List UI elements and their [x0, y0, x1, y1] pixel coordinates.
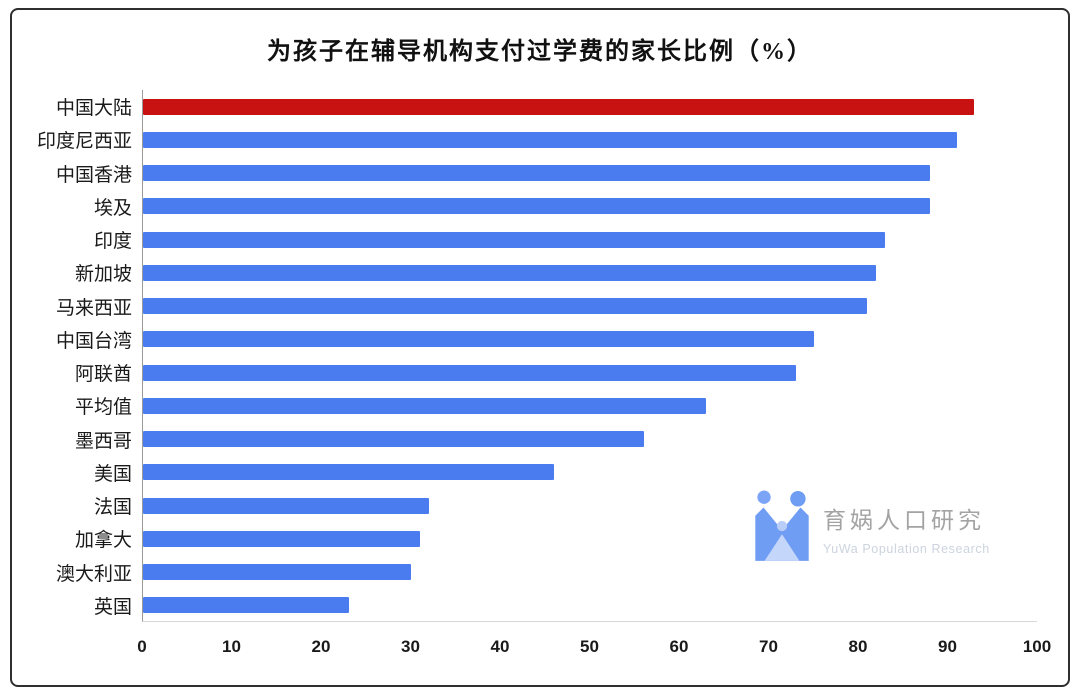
x-tick-label: 20 [311, 637, 331, 656]
category-label: 加拿大 [74, 530, 132, 552]
bar [143, 564, 412, 581]
bar-highlighted [143, 98, 975, 115]
plot-area: 中国大陆印度尼西亚中国香港埃及印度新加坡马来西亚中国台湾阿联酋平均值墨西哥美国法… [37, 90, 1037, 622]
bar-row: 印度尼西亚 [37, 123, 1037, 156]
yuwa-logo-icon [755, 490, 809, 561]
watermark: 育娲人口研究 YuWa Population Research [754, 489, 990, 565]
category-label: 印度 [93, 231, 132, 253]
bar-row: 美国 [94, 456, 1037, 489]
bar-row: 英国 [94, 589, 1037, 622]
x-tick-label: 50 [580, 637, 599, 656]
category-label: 美国 [93, 463, 132, 485]
bar [143, 497, 430, 514]
bar [143, 165, 930, 182]
bar-row: 加拿大 [75, 522, 1037, 555]
bar-row: 马来西亚 [56, 290, 1037, 323]
x-tick-label: 70 [759, 637, 778, 656]
bar-row: 印度 [94, 223, 1037, 256]
bar-row: 平均值 [75, 389, 1037, 422]
category-label: 平均值 [74, 397, 132, 419]
category-label: 中国大陆 [55, 98, 132, 120]
bar-row: 中国香港 [56, 157, 1037, 190]
category-label: 印度尼西亚 [36, 131, 132, 153]
x-tick-label: 90 [938, 637, 957, 656]
bar-row: 墨西哥 [75, 423, 1037, 456]
bar [143, 597, 349, 614]
category-label: 中国台湾 [55, 330, 132, 352]
category-label: 新加坡 [74, 264, 132, 286]
bar [143, 264, 877, 281]
chart-title: 为孩子在辅导机构支付过学费的家长比例（%） [267, 39, 813, 65]
bar [143, 331, 814, 348]
bar [143, 530, 421, 547]
bar [143, 364, 796, 381]
watermark-subtitle: YuWa Population Research [823, 542, 990, 556]
watermark-name: 育娲人口研究 [823, 507, 985, 533]
x-tick-label: 80 [848, 637, 868, 656]
bar-row: 法国 [94, 489, 1037, 522]
x-tick-label: 100 [1022, 637, 1052, 656]
category-label: 中国香港 [55, 164, 132, 186]
x-axis-tick-labels: 0 10 20 30 40 50 60 70 80 90 100 [137, 637, 1051, 661]
bar [143, 397, 707, 414]
x-tick-label: 0 [137, 637, 147, 656]
bar-row: 中国台湾 [56, 323, 1037, 356]
category-label: 法国 [93, 497, 132, 519]
bar-row: 中国大陆 [56, 90, 1037, 123]
bar-row: 新加坡 [75, 256, 1037, 289]
category-label: 英国 [93, 596, 132, 618]
bar [143, 131, 957, 148]
bar-row: 埃及 [94, 190, 1037, 223]
category-label: 澳大利亚 [55, 563, 132, 585]
bar-row: 阿联酋 [75, 356, 1037, 389]
x-tick-label: 60 [669, 637, 689, 656]
bar-row: 澳大利亚 [56, 556, 1037, 589]
category-label: 马来西亚 [55, 297, 132, 319]
x-tick-label: 40 [490, 637, 510, 656]
bar [143, 198, 930, 215]
x-tick-label: 10 [222, 637, 241, 656]
category-label: 埃及 [93, 197, 132, 219]
bar [143, 298, 868, 315]
category-label: 墨西哥 [74, 430, 132, 452]
bar [143, 431, 644, 448]
bar [143, 464, 555, 481]
x-tick-label: 30 [401, 637, 420, 656]
category-label: 阿联酋 [74, 364, 132, 386]
bar [143, 231, 886, 248]
